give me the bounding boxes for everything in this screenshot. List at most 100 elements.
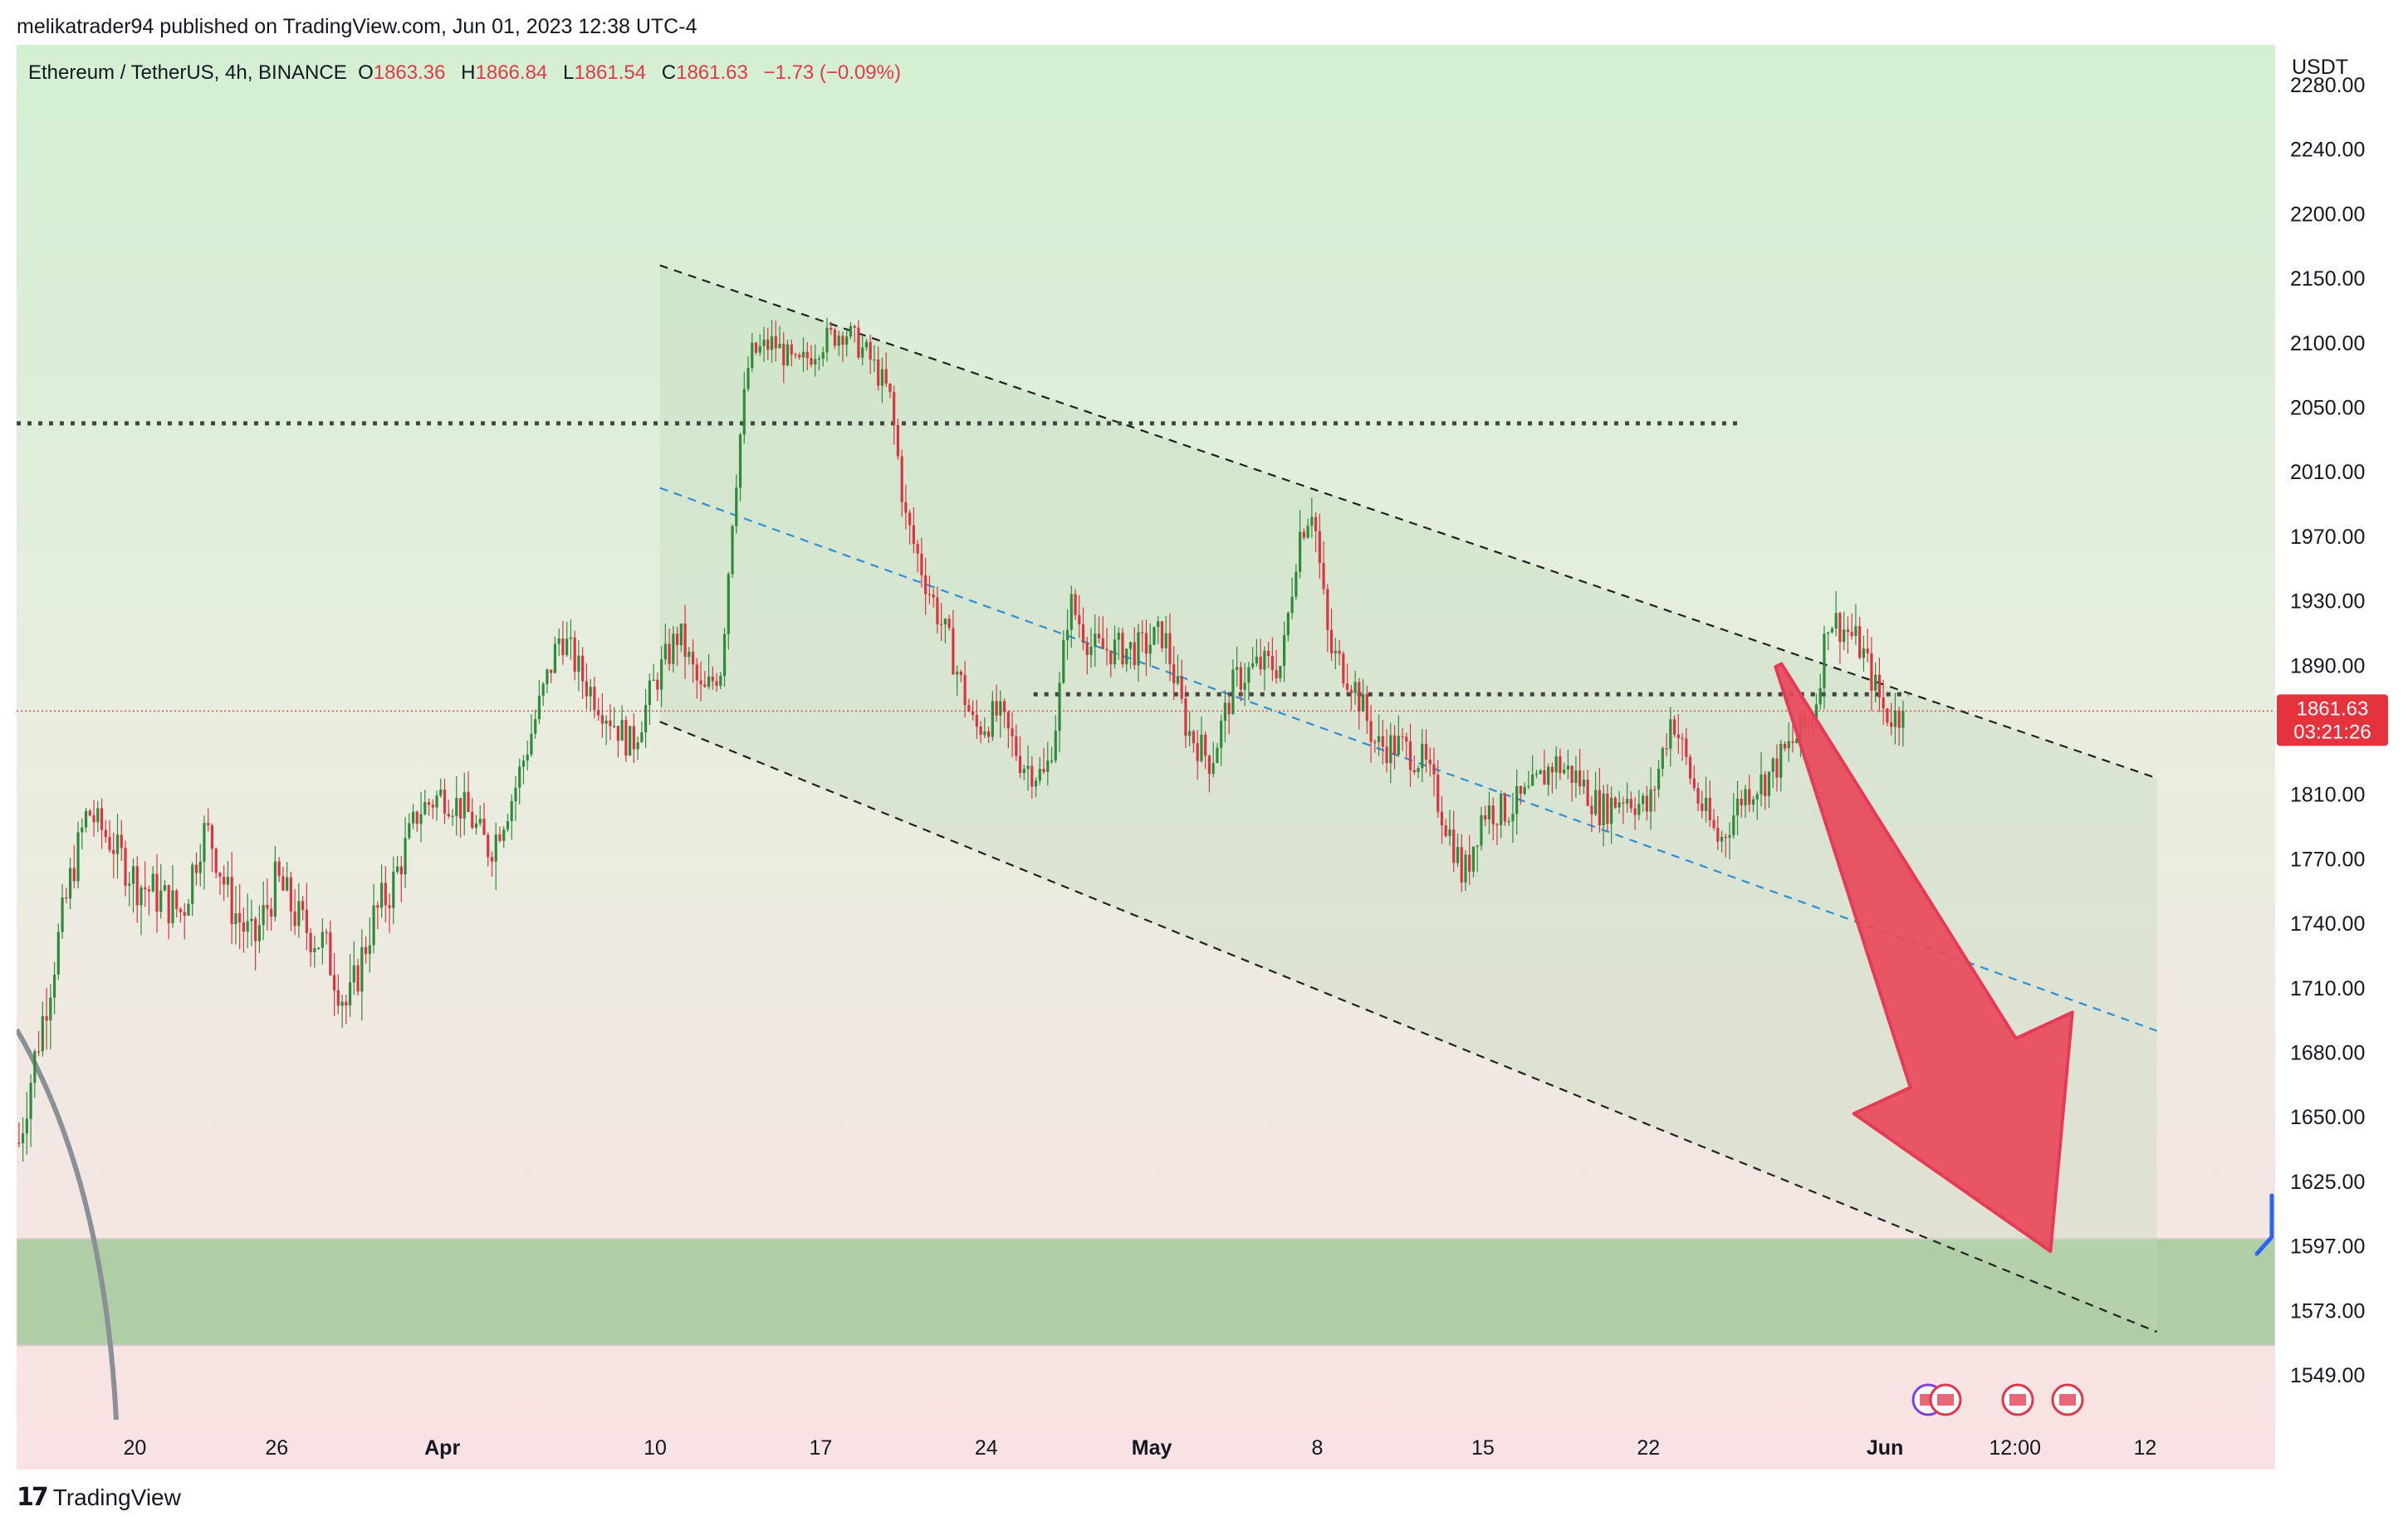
candle[interactable] (1421, 729, 1424, 783)
candle[interactable] (81, 818, 84, 850)
candle[interactable] (482, 802, 486, 835)
candle[interactable] (1685, 727, 1688, 765)
candle[interactable] (388, 893, 391, 933)
candle[interactable] (1192, 729, 1196, 753)
candle[interactable] (1893, 692, 1897, 745)
candle[interactable] (912, 506, 916, 554)
candle[interactable] (1081, 607, 1085, 651)
candle[interactable] (506, 814, 510, 832)
candle[interactable] (1078, 594, 1081, 638)
candle[interactable] (404, 817, 407, 888)
candle[interactable] (37, 1030, 41, 1057)
candle[interactable] (487, 832, 490, 867)
candle[interactable] (1610, 786, 1613, 844)
candle[interactable] (1468, 835, 1471, 885)
candle[interactable] (620, 705, 624, 741)
candle[interactable] (561, 620, 565, 665)
candle[interactable] (814, 344, 817, 377)
candle[interactable] (877, 346, 880, 391)
candle[interactable] (1432, 747, 1436, 797)
candle[interactable] (293, 888, 296, 936)
candle[interactable] (100, 798, 104, 849)
candle[interactable] (415, 810, 418, 832)
candle[interactable] (510, 794, 513, 840)
candle[interactable] (1586, 770, 1589, 806)
candle[interactable] (45, 987, 48, 1050)
candle[interactable] (1022, 764, 1025, 781)
candle[interactable] (1408, 723, 1412, 787)
candle[interactable] (246, 893, 249, 948)
candle[interactable] (1448, 809, 1451, 846)
candle[interactable] (975, 699, 978, 739)
candle[interactable] (613, 707, 616, 729)
candle[interactable] (683, 604, 687, 679)
candle[interactable] (1436, 760, 1440, 818)
candle[interactable] (56, 923, 60, 981)
candle[interactable] (198, 844, 202, 887)
candle[interactable] (1006, 710, 1010, 749)
candle[interactable] (668, 628, 671, 671)
candle[interactable] (530, 714, 533, 757)
candle[interactable] (1097, 616, 1101, 644)
candle[interactable] (1211, 741, 1215, 778)
candle[interactable] (864, 339, 869, 351)
candle[interactable] (1676, 714, 1680, 754)
candle[interactable] (336, 974, 340, 1015)
candle[interactable] (1563, 762, 1566, 775)
candle[interactable] (774, 320, 777, 362)
candle[interactable] (313, 936, 316, 968)
candle[interactable] (963, 661, 967, 717)
candle[interactable] (1740, 790, 1743, 818)
candle[interactable] (72, 844, 76, 889)
candle[interactable] (534, 709, 537, 740)
candle[interactable] (379, 864, 384, 918)
candle[interactable] (360, 929, 364, 1021)
candle[interactable] (1369, 704, 1373, 763)
candle[interactable] (384, 866, 387, 922)
candle[interactable] (1310, 497, 1314, 538)
candle[interactable] (869, 334, 872, 374)
candle[interactable] (675, 626, 679, 667)
candle[interactable] (1716, 816, 1720, 850)
candle[interactable] (17, 1122, 21, 1147)
candle[interactable] (309, 927, 312, 967)
economic-event-icon[interactable] (2001, 1383, 2034, 1416)
candle[interactable] (972, 700, 975, 721)
candle[interactable] (1598, 767, 1601, 834)
candle[interactable] (1582, 770, 1585, 795)
candle[interactable] (115, 814, 120, 878)
candle[interactable] (1720, 830, 1724, 853)
candle[interactable] (1866, 628, 1869, 663)
candle[interactable] (916, 540, 919, 573)
candle[interactable] (983, 717, 986, 739)
candle[interactable] (742, 371, 746, 444)
candle[interactable] (1334, 638, 1337, 670)
candle[interactable] (128, 872, 131, 907)
candle[interactable] (1157, 615, 1160, 644)
candle[interactable] (758, 334, 761, 357)
candle[interactable] (1160, 620, 1164, 653)
candle[interactable] (1661, 746, 1664, 777)
channel-upper-line[interactable] (659, 264, 2157, 780)
candle[interactable] (884, 352, 888, 388)
candle[interactable] (1196, 730, 1199, 780)
candle[interactable] (273, 845, 277, 922)
candle[interactable] (1137, 624, 1140, 682)
candle[interactable] (845, 329, 849, 357)
candle[interactable] (368, 917, 371, 973)
candle[interactable] (1440, 795, 1444, 844)
candle[interactable] (1101, 615, 1104, 649)
candle[interactable] (794, 352, 797, 359)
candle[interactable] (924, 557, 927, 615)
candle[interactable] (135, 856, 139, 923)
candle[interactable] (1397, 715, 1400, 757)
candle[interactable] (478, 805, 482, 827)
candle[interactable] (1452, 810, 1456, 873)
candle[interactable] (167, 884, 170, 940)
candle[interactable] (1657, 760, 1661, 798)
candle[interactable] (1511, 792, 1515, 844)
candle[interactable] (458, 797, 463, 838)
candle[interactable] (691, 638, 695, 683)
candle[interactable] (1578, 748, 1582, 795)
candle[interactable] (1550, 762, 1554, 794)
